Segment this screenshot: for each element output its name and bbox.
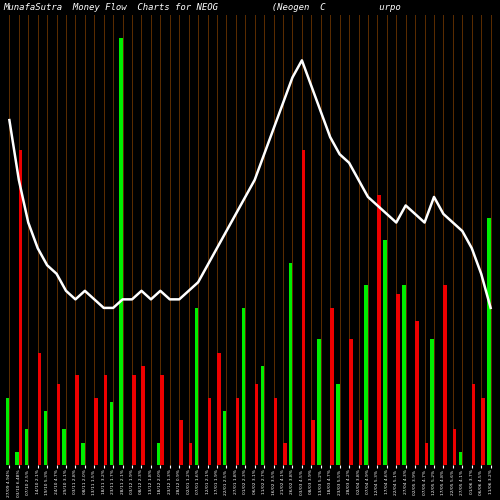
Bar <box>283 443 286 466</box>
Bar <box>453 430 456 466</box>
Bar <box>6 398 10 466</box>
Bar <box>119 38 122 466</box>
Bar <box>302 150 306 466</box>
Bar <box>142 366 145 466</box>
Bar <box>481 398 485 466</box>
Bar <box>430 340 434 466</box>
Bar <box>254 384 258 466</box>
Bar <box>217 353 220 466</box>
Bar <box>396 294 400 466</box>
Bar <box>358 420 362 466</box>
Bar <box>424 443 428 466</box>
Bar <box>236 398 240 466</box>
Bar <box>38 353 42 466</box>
Bar <box>82 443 85 466</box>
Bar <box>378 196 381 466</box>
Bar <box>458 452 462 466</box>
Bar <box>289 263 292 466</box>
Bar <box>487 218 490 466</box>
Bar <box>364 286 368 466</box>
Bar <box>194 308 198 466</box>
Bar <box>19 150 22 466</box>
Bar <box>160 376 164 466</box>
Bar <box>317 340 321 466</box>
Bar <box>62 430 66 466</box>
Bar <box>179 420 183 466</box>
Bar <box>76 376 79 466</box>
Bar <box>383 240 387 466</box>
Bar <box>330 308 334 466</box>
Bar <box>444 286 447 466</box>
Bar <box>188 443 192 466</box>
Bar <box>104 376 108 466</box>
Bar <box>242 308 246 466</box>
Bar <box>24 430 28 466</box>
Bar <box>274 398 277 466</box>
Bar <box>94 398 98 466</box>
Bar <box>402 286 406 466</box>
Bar <box>110 402 113 466</box>
Text: MunafaSutra  Money Flow  Charts for NEOG          (Neogen  C          urpo: MunafaSutra Money Flow Charts for NEOG (… <box>3 3 400 12</box>
Bar <box>132 376 136 466</box>
Bar <box>349 340 352 466</box>
Bar <box>44 412 47 466</box>
Bar <box>415 322 418 466</box>
Bar <box>208 398 211 466</box>
Bar <box>312 420 315 466</box>
Bar <box>15 452 19 466</box>
Bar <box>472 384 476 466</box>
Bar <box>157 443 160 466</box>
Bar <box>56 384 60 466</box>
Bar <box>223 412 226 466</box>
Bar <box>260 366 264 466</box>
Bar <box>336 384 340 466</box>
